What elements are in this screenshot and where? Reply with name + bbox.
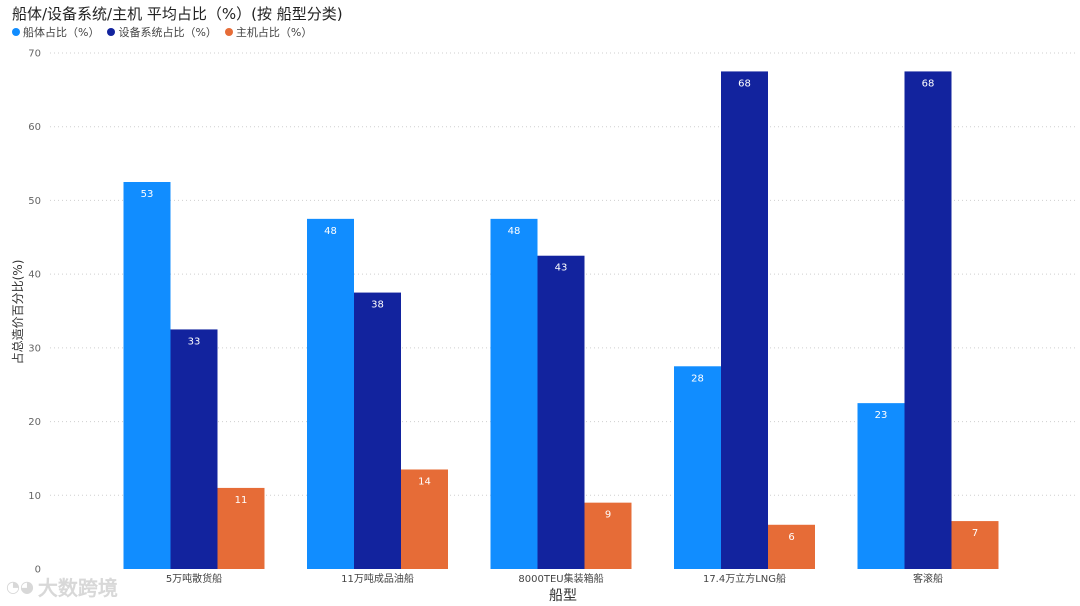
y-tick-label: 0 bbox=[35, 565, 41, 576]
data-label: 11 bbox=[235, 495, 248, 506]
y-tick-label: 70 bbox=[28, 49, 41, 60]
legend: 船体占比（%） 设备系统占比（%） 主机占比（%） bbox=[12, 24, 312, 40]
bar-2-3[interactable] bbox=[768, 524, 815, 569]
legend-label-hull: 船体占比（%） bbox=[23, 26, 100, 39]
data-label: 48 bbox=[508, 226, 521, 237]
y-axis-ticks: 0 10 20 30 40 50 60 70 bbox=[28, 49, 41, 576]
y-tick-label: 40 bbox=[28, 270, 41, 281]
y-axis-title: 占总造价百分比(%) bbox=[10, 260, 25, 365]
legend-label-main-engine: 主机占比（%） bbox=[235, 26, 313, 39]
bars bbox=[123, 71, 999, 569]
data-label: 43 bbox=[555, 263, 568, 274]
logo-icon: ◔◕ bbox=[6, 577, 34, 596]
data-label: 53 bbox=[141, 189, 154, 200]
bar-1-2[interactable] bbox=[537, 255, 585, 569]
y-tick-label: 20 bbox=[28, 417, 41, 428]
bar-1-4[interactable] bbox=[904, 71, 952, 569]
legend-item-main-engine[interactable]: 主机占比（%） bbox=[224, 24, 313, 40]
chart-title: 船体/设备系统/主机 平均占比（%）(按 船型分类) bbox=[12, 5, 343, 23]
x-tick-label: 17.4万立方LNG船 bbox=[703, 572, 786, 585]
data-label: 28 bbox=[691, 373, 704, 384]
legend-label-equipment: 设备系统占比（%） bbox=[118, 26, 217, 39]
bar-0-4[interactable] bbox=[857, 403, 905, 569]
y-tick-label: 60 bbox=[28, 122, 41, 133]
legend-dot-hull bbox=[12, 28, 20, 36]
x-axis-title: 船型 bbox=[549, 588, 577, 604]
bar-1-1[interactable] bbox=[354, 292, 401, 569]
legend-item-hull[interactable]: 船体占比（%） bbox=[12, 24, 99, 40]
y-tick-label: 10 bbox=[28, 491, 41, 502]
x-axis-ticks: 5万吨散货船 11万吨成品油船 8000TEU集装箱船 17.4万立方LNG船 客滚船 bbox=[166, 572, 943, 585]
bar-0-1[interactable] bbox=[307, 218, 354, 569]
watermark-text: 大数跨境 bbox=[37, 576, 118, 600]
bar-2-1[interactable] bbox=[401, 469, 448, 569]
x-tick-label: 5万吨散货船 bbox=[166, 572, 222, 585]
bar-2-2[interactable] bbox=[584, 502, 632, 569]
data-labels: 53 33 11 48 38 14 48 43 9 28 68 6 23 68 7 bbox=[141, 78, 979, 542]
bar-2-4[interactable] bbox=[951, 521, 999, 569]
data-label: 14 bbox=[418, 476, 431, 487]
bar-0-3[interactable] bbox=[674, 366, 721, 569]
x-tick-label: 客滚船 bbox=[913, 572, 943, 585]
y-tick-label: 30 bbox=[28, 343, 41, 354]
data-label: 6 bbox=[788, 532, 794, 543]
x-tick-label: 8000TEU集装箱船 bbox=[518, 572, 603, 585]
data-label: 7 bbox=[972, 528, 978, 539]
data-label: 9 bbox=[605, 510, 611, 521]
data-label: 68 bbox=[738, 78, 751, 89]
y-tick-label: 50 bbox=[28, 196, 41, 207]
watermark: ◔◕ 大数跨境 bbox=[6, 572, 118, 601]
data-label: 38 bbox=[371, 300, 384, 311]
legend-dot-equipment bbox=[107, 28, 116, 36]
x-tick-label: 11万吨成品油船 bbox=[341, 572, 414, 585]
bar-2-0[interactable] bbox=[217, 487, 265, 569]
legend-dot-main-engine bbox=[224, 28, 233, 36]
data-label: 68 bbox=[922, 78, 935, 89]
bar-1-0[interactable] bbox=[170, 329, 218, 569]
bar-0-2[interactable] bbox=[490, 218, 538, 569]
data-label: 48 bbox=[324, 226, 337, 237]
bar-0-0[interactable] bbox=[123, 182, 171, 569]
data-label: 33 bbox=[188, 336, 201, 347]
bar-1-3[interactable] bbox=[721, 71, 768, 569]
legend-item-equipment[interactable]: 设备系统占比（%） bbox=[107, 24, 217, 40]
data-label: 23 bbox=[875, 410, 888, 421]
